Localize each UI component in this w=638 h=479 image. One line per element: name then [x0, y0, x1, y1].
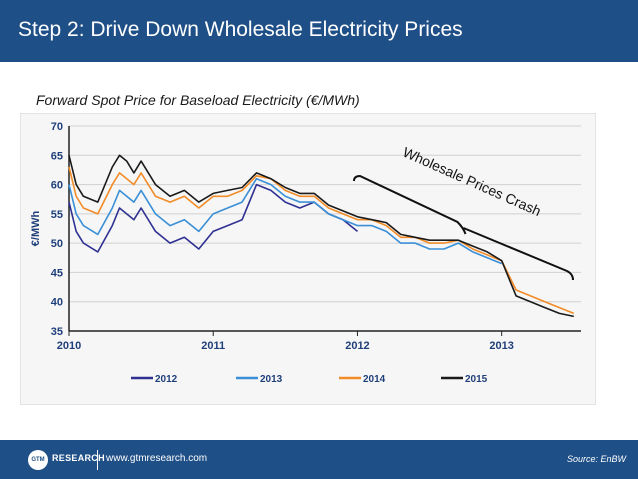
x-tick-label: 2010 [57, 340, 81, 352]
chart-area: 35 40 45 50 55 60 65 70 2010 2011 2012 2013 €/MWh Who… [20, 113, 596, 405]
footer-divider [97, 450, 98, 470]
slide-title: Step 2: Drive Down Wholesale Electricity… [18, 18, 463, 41]
x-tick-label: 2012 [345, 340, 369, 352]
y-axis-label: €/MWh [30, 211, 42, 247]
gtm-logo-icon: GTM [28, 450, 48, 470]
chart-subtitle: Forward Spot Price for Baseload Electric… [36, 92, 360, 108]
y-tick-label: 40 [51, 297, 63, 309]
y-tick-label: 60 [51, 180, 63, 192]
series-line-2015 [68, 154, 574, 318]
y-tick-label: 50 [51, 238, 63, 250]
annotation-brace [353, 174, 574, 281]
y-tick-label: 45 [51, 267, 63, 279]
series-line-2014 [68, 166, 575, 315]
logo-text: RESEARCH [52, 453, 105, 463]
legend-label-2012: 2012 [155, 374, 178, 385]
legend-label-2015: 2015 [465, 374, 488, 385]
x-tick-label: 2011 [201, 340, 225, 352]
footer-url-link[interactable]: www.gtmresearch.com [106, 453, 208, 464]
series-line-2012 [68, 183, 359, 253]
y-tick-label: 70 [51, 121, 63, 133]
legend-label-2013: 2013 [260, 374, 283, 385]
y-tick-label: 55 [51, 209, 63, 221]
footer-bar: GTM RESEARCH www.gtmresearch.com Source:… [0, 440, 638, 479]
legend-label-2014: 2014 [363, 374, 386, 385]
y-tick-label: 35 [51, 326, 63, 338]
series-line-2013 [68, 177, 502, 265]
source-note: Source: EnBW [566, 454, 626, 464]
title-bar: Step 2: Drive Down Wholesale Electricity… [0, 0, 638, 62]
y-tick-label: 65 [51, 150, 63, 162]
x-tick-label: 2013 [489, 340, 513, 352]
